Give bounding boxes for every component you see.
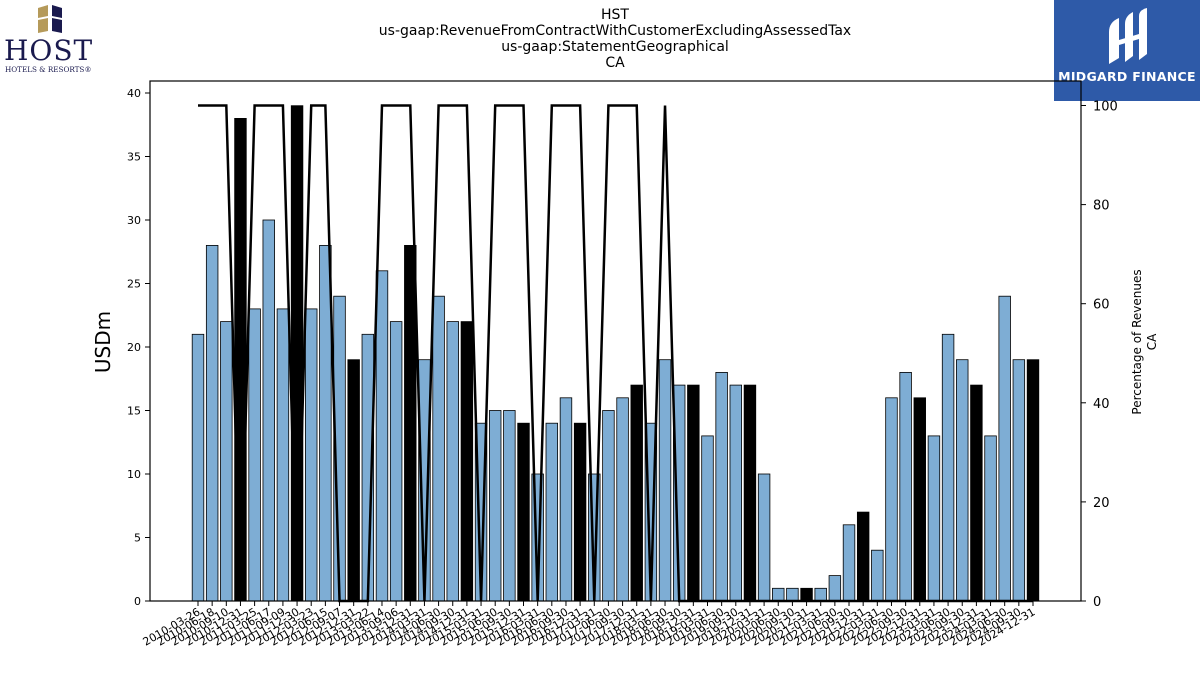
chart-title-line-4: CA xyxy=(605,55,625,71)
bar-2011-12-30 xyxy=(290,105,304,602)
host-wordmark: HOST xyxy=(4,34,94,67)
bar-2010-03-26 xyxy=(191,333,205,602)
y-tick-label: 25 xyxy=(127,278,141,291)
bar-2013-12-31 xyxy=(404,244,417,602)
bar-series xyxy=(191,105,1040,602)
midgard-emblem-icon xyxy=(1109,8,1147,64)
bar-2014-06-30 xyxy=(432,295,445,602)
bar-2022-12-31 xyxy=(913,397,926,602)
bar-2015-09-30 xyxy=(503,410,516,602)
bar-2012-06-15 xyxy=(319,244,332,602)
host-hotels-logo: HOST HOTELS & RESORTS® xyxy=(4,4,104,74)
y2-axis-label-line-2: CA xyxy=(1145,333,1159,350)
bar-2010-12-31 xyxy=(234,118,247,602)
bar-2015-12-31 xyxy=(517,422,530,602)
bar-2019-06-30 xyxy=(715,371,728,602)
plot-frame xyxy=(149,80,1082,602)
bar-2023-03-31 xyxy=(927,435,941,602)
bar-2020-06-30 xyxy=(772,587,785,602)
bar-2024-09-30 xyxy=(1012,359,1026,602)
y2-tick-label: 80 xyxy=(1093,199,1110,214)
y2-tick-label: 0 xyxy=(1093,595,1101,610)
bar-2014-09-30 xyxy=(446,321,459,602)
midgard-brand-text: MIDGARD FINANCE xyxy=(1058,69,1196,84)
y-tick-label: 10 xyxy=(127,468,141,481)
bar-2014-12-31 xyxy=(460,321,474,602)
bar-2024-06-30 xyxy=(998,295,1011,602)
bar-2022-03-31 xyxy=(871,549,884,602)
chart-title-line-1: HST xyxy=(601,7,629,23)
bar-2010-09-10 xyxy=(220,321,233,602)
y-tick-label: 35 xyxy=(127,151,141,164)
y-axis-label: USDm xyxy=(91,311,115,373)
y-tick-label: 0 xyxy=(134,595,141,608)
bar-2021-03-31 xyxy=(814,587,827,602)
bar-2016-12-31 xyxy=(573,422,587,602)
bar-2020-12-31 xyxy=(800,587,813,602)
bar-2013-09-06 xyxy=(389,321,403,602)
y2-tick-label: 40 xyxy=(1093,397,1110,412)
bar-2023-12-31 xyxy=(970,384,983,602)
y-tick-label: 5 xyxy=(134,532,141,545)
bar-2019-03-31 xyxy=(701,435,714,602)
bar-2011-09-09 xyxy=(276,308,290,602)
y-tick-label: 30 xyxy=(127,214,141,227)
bar-2015-06-30 xyxy=(489,410,502,602)
bar-2010-06-18 xyxy=(205,244,219,602)
bar-2024-03-31 xyxy=(984,435,997,602)
bar-2020-09-30 xyxy=(786,587,799,602)
y2-tick-label: 20 xyxy=(1093,496,1110,511)
bar-2016-09-30 xyxy=(559,397,573,602)
bar-2017-09-30 xyxy=(616,397,629,602)
bar-2011-03-25 xyxy=(248,308,261,602)
bar-2024-12-31 xyxy=(1026,359,1040,602)
midgard-finance-logo: MIDGARD FINANCE xyxy=(1054,0,1200,101)
bar-2017-12-31 xyxy=(630,384,643,602)
bar-2021-09-30 xyxy=(842,524,856,602)
bar-2023-09-30 xyxy=(956,359,969,602)
y-tick-label: 40 xyxy=(127,87,141,100)
bar-2011-06-17 xyxy=(262,219,275,602)
bar-2022-06-30 xyxy=(885,397,898,602)
bar-2016-06-30 xyxy=(545,422,559,602)
chart-axes: 05101520253035400204060801002010-03-2620… xyxy=(127,80,1118,649)
bar-2018-06-30 xyxy=(658,359,672,602)
bar-2018-12-31 xyxy=(687,384,700,602)
bar-2012-03-23 xyxy=(305,308,318,602)
bar-2021-06-30 xyxy=(828,575,842,602)
y-tick-label: 15 xyxy=(127,405,141,418)
bar-2020-03-31 xyxy=(757,473,771,602)
y-tick-label: 20 xyxy=(127,341,141,354)
chart-title-line-3: us-gaap:StatementGeographical xyxy=(501,39,729,55)
y2-axis-label-line-1: Percentage of Revenues xyxy=(1130,269,1144,414)
bar-2012-12-31 xyxy=(347,359,360,602)
bar-2022-09-30 xyxy=(899,371,912,602)
bar-2021-12-31 xyxy=(856,511,870,602)
bar-2019-09-30 xyxy=(729,384,742,602)
y2-tick-label: 60 xyxy=(1093,298,1110,313)
chart-title-line-2: us-gaap:RevenueFromContractWithCustomerE… xyxy=(378,23,852,39)
bar-2019-12-31 xyxy=(743,384,757,602)
host-emblem-icon xyxy=(38,5,62,33)
y2-tick-label: 100 xyxy=(1093,100,1118,115)
bar-2023-06-30 xyxy=(941,333,955,602)
bar-2017-06-30 xyxy=(602,410,615,602)
bar-2013-06-14 xyxy=(375,270,389,602)
host-subtitle: HOTELS & RESORTS® xyxy=(5,65,92,74)
